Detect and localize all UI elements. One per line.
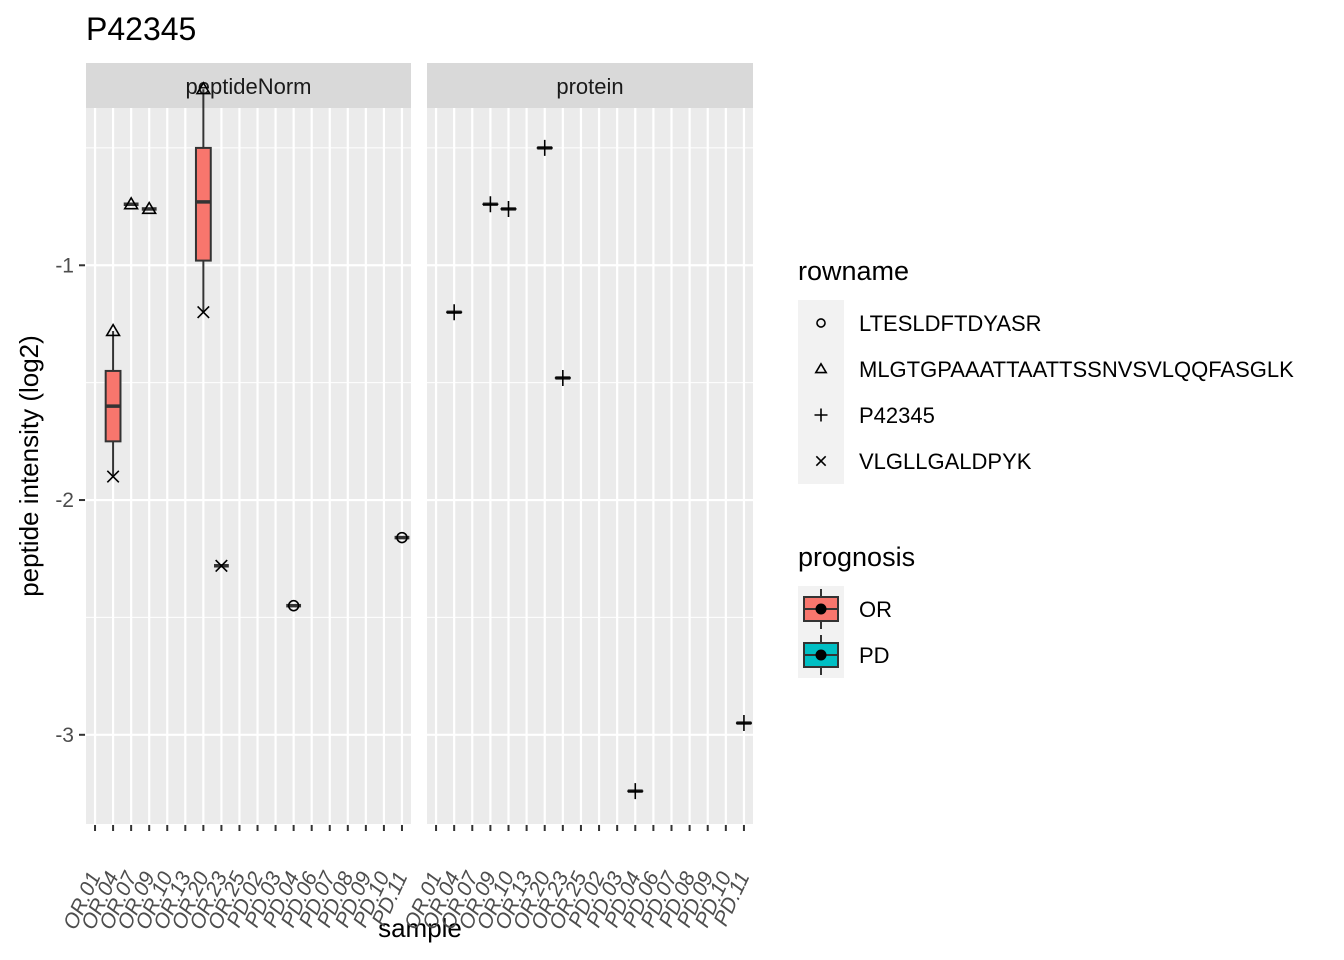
legend-key-vlgllgaldpyk [815,455,827,467]
x-axis-title: sample [378,913,462,943]
point-vlgllgaldpyk [215,559,228,573]
point-mlgtgpaaattaattssnvsvlqqfasglk [141,200,157,215]
legend-label-pd: PD [859,643,890,668]
point-mlgtgpaaattaattssnvsvlqqfasglk [105,323,121,337]
legend-key-dot [815,603,827,615]
y-tick-label: -3 [55,724,74,747]
legend-key-background [798,300,844,484]
point-ltesldftdyasr [396,531,408,544]
y-axis-title: peptide intensity (log2) [14,335,44,597]
point-p42345 [500,200,517,217]
panel-background [427,108,753,824]
legend-prognosis: prognosis OR PD [798,542,915,678]
legend-label-p42345: P42345 [859,403,935,428]
y-tick-label: -1 [55,254,74,277]
facet-panel-peptidenorm: peptideNormOR.01OR.04OR.07OR.09OR.10OR.1… [55,63,413,933]
facet-strip [427,63,753,108]
facet-panels: peptideNormOR.01OR.04OR.07OR.09OR.10OR.1… [55,63,754,933]
legend-prognosis-title: prognosis [798,542,915,572]
panel-background [86,108,411,824]
legend-key-ltesldftdyasr [816,318,826,328]
legend-key-p42345 [814,408,828,422]
point-mlgtgpaaattaattssnvsvlqqfasglk [195,81,212,95]
facet-label-peptidenorm: peptideNorm [186,74,312,99]
legend-key-dot [815,649,827,661]
point-vlgllgaldpyk [197,305,210,319]
box-body [194,146,212,262]
box-or-20 [194,89,212,313]
legend-label-or: OR [859,597,892,622]
point-p42345 [482,196,499,213]
facet-strip [86,63,411,108]
facet-label-protein: protein [556,74,623,99]
legend-label-mlgtgpaaattaattssnvsvlqqfasglk: MLGTGPAAATTAATTSSNVSVLQQFASGLK [859,357,1294,382]
legend-key-mlgtgpaaattaattssnvsvlqqfasglk [814,362,828,374]
point-vlgllgaldpyk [106,470,120,483]
legend-rowname: rowname LTESLDFTDYASR MLGTGPAAATTAATTSSNVS… [798,256,1294,484]
legend-label-vlgllgaldpyk: VLGLLGALDPYK [859,449,1032,474]
facet-panel-protein: proteinOR.01OR.04OR.07OR.09OR.10OR.13OR.… [400,63,754,933]
point-p42345 [536,139,553,156]
point-ltesldftdyasr [287,599,300,612]
box-or-04 [104,331,122,477]
y-tick-label: -2 [55,489,74,512]
point-mlgtgpaaattaattssnvsvlqqfasglk [123,196,139,210]
legend-rowname-title: rowname [798,256,909,286]
point-p42345 [554,369,571,386]
point-p42345 [735,715,752,732]
legend-label-ltesldftdyasr: LTESLDFTDYASR [859,311,1042,336]
point-p42345 [627,783,644,800]
point-p42345 [446,304,463,321]
chart-title: P42345 [86,11,196,47]
